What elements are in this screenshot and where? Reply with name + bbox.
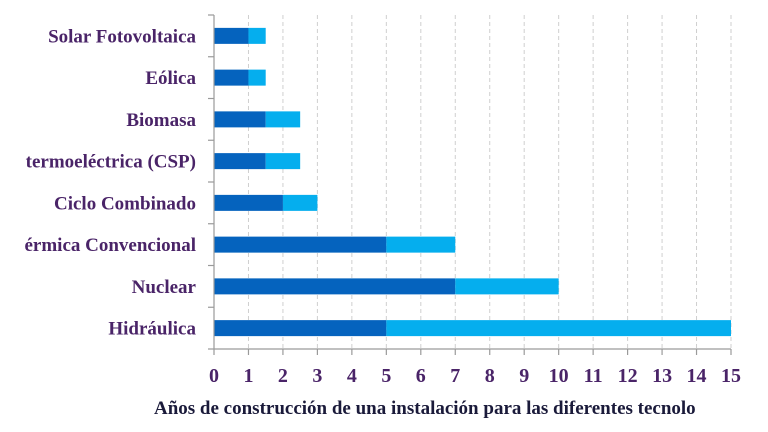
bar-segment-2: [282, 194, 318, 211]
bar-segment-2: [265, 111, 301, 128]
x-tick-label: 11: [584, 365, 603, 387]
axes: [208, 14, 732, 355]
x-tick-label: 5: [381, 365, 391, 387]
x-axis-title: Años de construcción de una instalación …: [154, 398, 696, 419]
bar-segment-1: [214, 111, 266, 128]
x-tick-label: 12: [618, 365, 638, 387]
category-label: Biomasa: [126, 110, 196, 131]
bar-segment-1: [214, 69, 249, 86]
x-tick-label: 15: [721, 365, 741, 387]
x-tick-label: 6: [416, 365, 426, 387]
x-tick-label: 10: [549, 365, 569, 387]
bar-segment-2: [248, 69, 266, 86]
bar-segment-1: [214, 27, 249, 44]
x-tick-label: 1: [243, 365, 253, 387]
category-label: Solar Fotovoltaica: [48, 26, 196, 47]
category-labels: Solar Fotovoltaica Eólica Biomasa termoeléc…: [24, 26, 196, 339]
x-tick-label: 0: [209, 365, 219, 387]
bar-segment-1: [214, 320, 387, 337]
category-label: Eólica: [145, 68, 196, 89]
bar-segment-1: [214, 153, 266, 170]
bar-segment-2: [248, 27, 266, 44]
category-label: Hidráulica: [108, 319, 196, 340]
bar-segment-2: [386, 320, 731, 337]
x-tick-labels: 0 1 2 3 4 5 6 7 8 9 10 11 12 13 14 15: [209, 365, 741, 387]
x-tick-label: 9: [519, 365, 529, 387]
bar-segment-1: [214, 194, 283, 211]
category-label: Ciclo Combinado: [54, 193, 196, 214]
x-tick-label: 2: [278, 365, 288, 387]
x-tick-label: 7: [450, 365, 460, 387]
bar-segment-2: [455, 278, 559, 295]
x-tick-label: 13: [652, 365, 672, 387]
category-label: Nuclear: [132, 277, 197, 298]
category-label: termoeléctrica (CSP): [26, 152, 196, 173]
x-tick-label: 14: [687, 365, 707, 387]
bar-segment-1: [214, 236, 387, 253]
bar-segment-2: [386, 236, 456, 253]
bars: [214, 27, 731, 337]
gridlines: [247, 15, 732, 349]
bar-segment-2: [265, 153, 301, 170]
category-label: érmica Convencional: [24, 235, 196, 256]
bar-segment-1: [214, 278, 456, 295]
x-tick-label: 3: [312, 365, 322, 387]
x-tick-label: 4: [347, 365, 357, 387]
x-tick-label: 8: [485, 365, 495, 387]
